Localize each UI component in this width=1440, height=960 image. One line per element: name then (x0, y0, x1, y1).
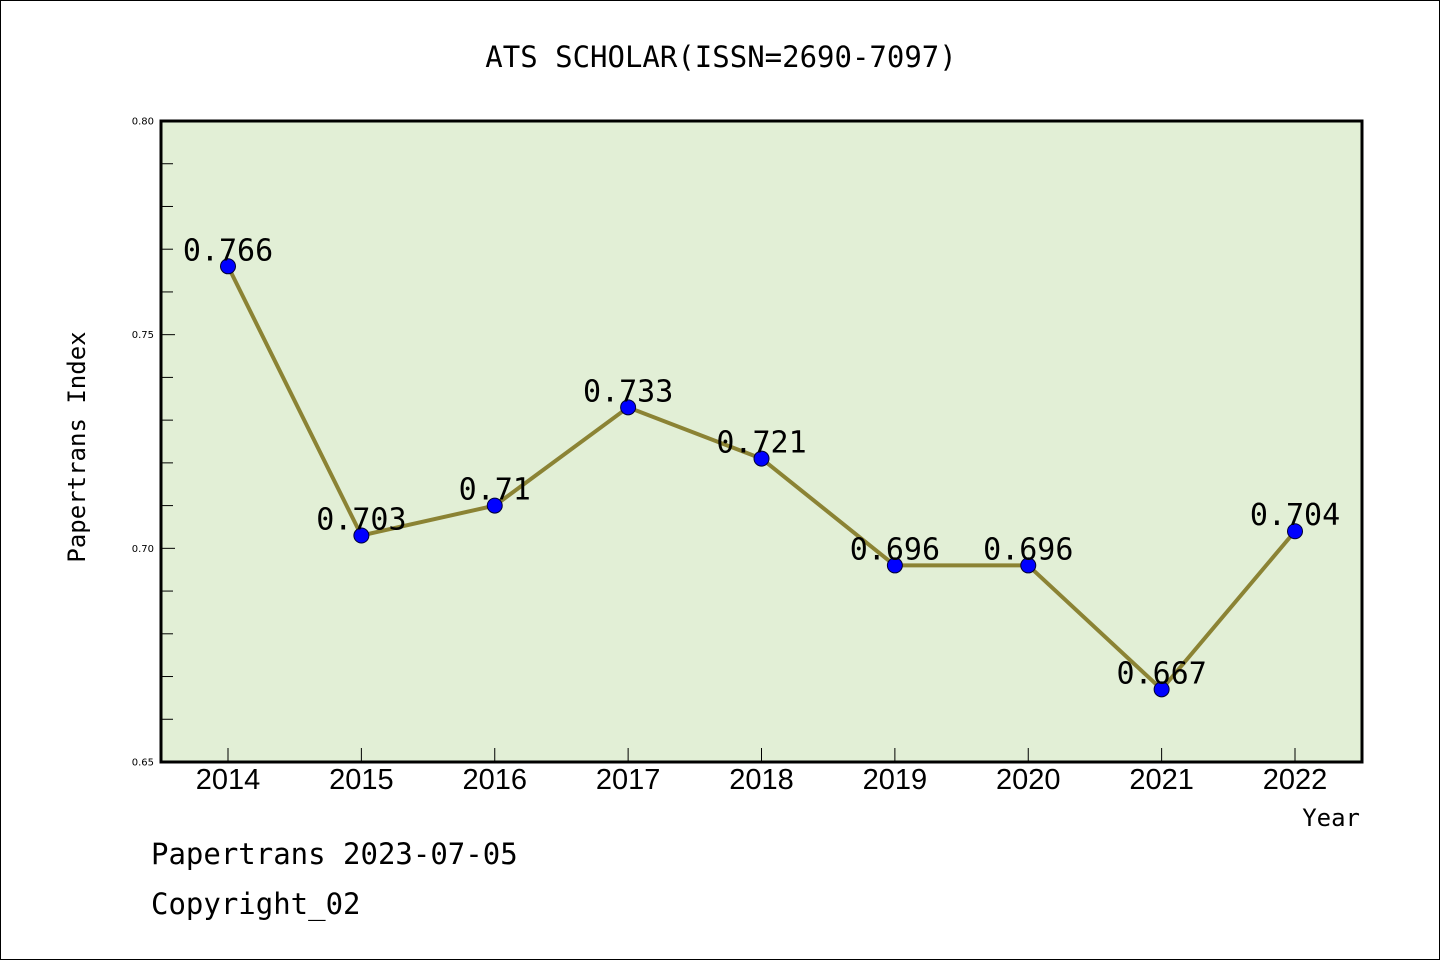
data-point-marker (1287, 523, 1303, 540)
data-point-marker (353, 527, 370, 544)
x-tick-label: 2018 (729, 764, 794, 796)
y-minor-ticks (160, 163, 173, 720)
x-axis-label: Year (1302, 804, 1360, 832)
x-tick-label: 2022 (1263, 764, 1328, 796)
y-axis-label: Papertrans Index (63, 331, 91, 562)
x-tick-label: 2014 (196, 764, 261, 796)
x-tick-label: 2020 (996, 764, 1061, 796)
x-tick-label: 2019 (863, 764, 928, 796)
footer-date: Papertrans 2023-07-05 (151, 837, 518, 871)
series-papertrans-index (220, 258, 1303, 698)
x-tick-label: 2021 (1129, 764, 1194, 796)
y-tick-label: 0.70 (132, 544, 154, 555)
x-tick-label: 2016 (462, 764, 527, 796)
data-labels: 0.766 0.703 0.71 0.733 0.721 0.696 0.696 0.667 0… (183, 233, 1340, 691)
data-point-marker (220, 258, 236, 275)
chart-title: ATS SCHOLAR(ISSN=2690-7097) (485, 40, 956, 74)
data-label: 0.733 (583, 374, 673, 409)
data-point-marker (486, 497, 503, 514)
y-tick-label: 0.80 (132, 117, 154, 128)
data-label: 0.766 (183, 233, 273, 268)
data-label: 0.703 (316, 503, 406, 538)
data-label: 0.696 (850, 532, 940, 567)
data-point-marker (753, 450, 770, 467)
footer-copyright: Copyright_02 (151, 887, 361, 921)
data-point-marker (886, 557, 903, 574)
data-label: 0.704 (1250, 498, 1340, 533)
data-label: 0.667 (1116, 656, 1206, 691)
data-point-marker (1020, 557, 1037, 574)
y-axis-ticks: 0.65 0.70 0.75 0.80 (132, 117, 175, 769)
plot-area (159, 119, 1364, 764)
data-point-marker (620, 399, 637, 416)
data-point-marker (1153, 681, 1170, 698)
y-tick-label: 0.75 (132, 330, 154, 341)
y-tick-label: 0.65 (132, 758, 154, 769)
data-label: 0.721 (716, 426, 806, 461)
x-tick-label: 2017 (596, 764, 661, 796)
x-tick-label: 2015 (329, 764, 394, 796)
x-axis-ticks: 2014 2015 2016 2017 2018 2019 2020 2021 2022 (196, 748, 1328, 796)
data-label: 0.71 (459, 473, 531, 508)
data-label: 0.696 (983, 532, 1073, 567)
